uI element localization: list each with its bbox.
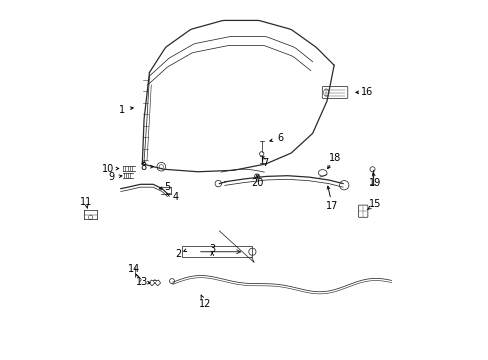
Text: 17: 17 [325,201,338,211]
Text: 14: 14 [127,264,140,274]
Text: 11: 11 [80,197,92,207]
Text: 5: 5 [163,182,170,192]
Text: 20: 20 [251,178,263,188]
Text: 3: 3 [209,244,215,254]
Text: 12: 12 [199,299,211,309]
Text: 16: 16 [361,87,373,97]
Text: 9: 9 [108,172,114,183]
Text: 1: 1 [119,105,124,115]
Text: 7: 7 [262,158,268,168]
Text: 18: 18 [328,153,340,163]
Text: 15: 15 [368,199,381,210]
Text: 19: 19 [368,178,381,188]
Text: 10: 10 [102,163,114,174]
Bar [182,246,251,257]
Text: 2: 2 [175,248,181,258]
Text: 4: 4 [172,192,178,202]
Text: 13: 13 [136,277,148,287]
Text: 8: 8 [140,162,146,172]
Text: 6: 6 [277,133,283,143]
